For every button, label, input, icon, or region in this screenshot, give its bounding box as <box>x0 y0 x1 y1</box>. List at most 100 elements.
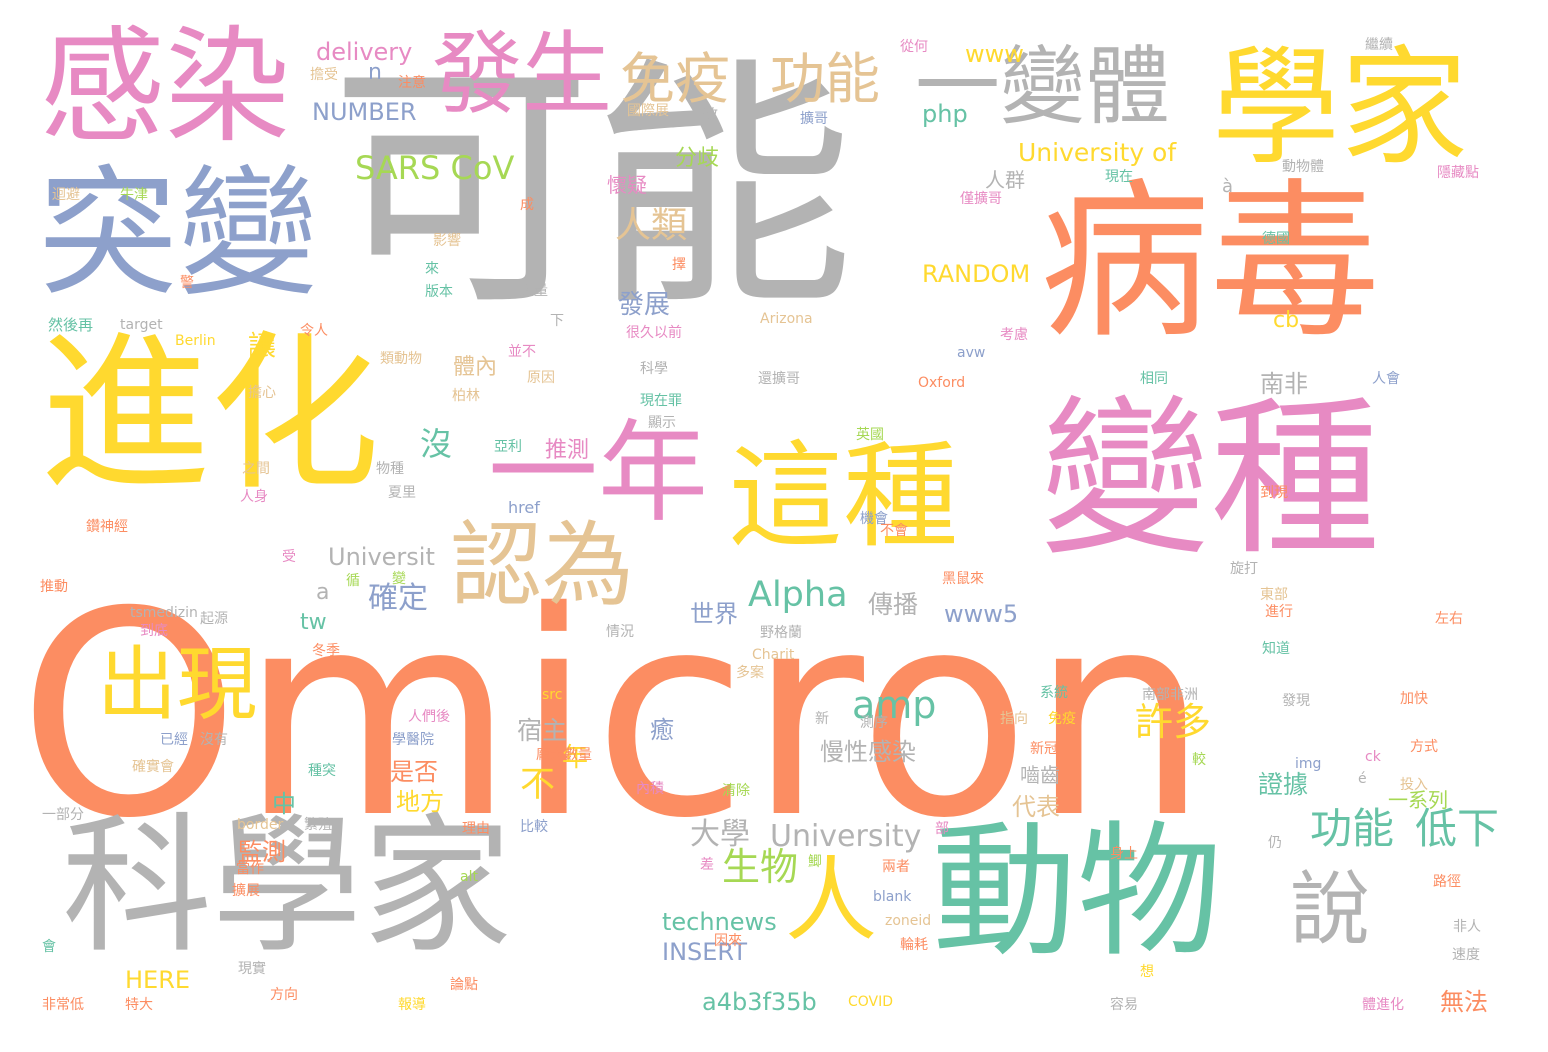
cloud-word: zoneid <box>885 913 932 929</box>
cloud-word: 發生 <box>432 22 612 127</box>
cloud-word: 英國 <box>856 427 884 443</box>
cloud-word: 系統 <box>1040 685 1068 701</box>
cloud-word: 特大 <box>125 997 153 1013</box>
cloud-word: 類動物 <box>380 351 422 367</box>
cloud-word: 出現 <box>97 638 257 731</box>
cloud-word: 一部分 <box>42 807 84 823</box>
cloud-word: 功能 <box>770 47 881 111</box>
cloud-word: 隱藏點 <box>1437 165 1479 181</box>
cloud-word: ck <box>1365 749 1381 765</box>
cloud-word: 南部非洲 <box>1142 687 1198 703</box>
cloud-word: Oxford <box>918 375 966 391</box>
cloud-word: 仍 <box>1268 835 1282 851</box>
cloud-word: 監測 <box>238 838 286 866</box>
cloud-word: 一系列 <box>1388 788 1448 812</box>
cloud-word: 癒 <box>650 716 674 744</box>
cloud-word: 循 <box>346 573 360 589</box>
cloud-word: 免疫 <box>1048 711 1076 727</box>
cloud-word: Charit <box>752 647 795 663</box>
cloud-word: 新 <box>815 711 829 727</box>
cloud-word: 地方 <box>396 788 444 816</box>
cloud-word: 代表 <box>1012 793 1060 821</box>
cloud-word: 科學 <box>640 361 668 377</box>
cloud-word: SARS CoV <box>355 149 515 187</box>
cloud-word: 國際展 <box>627 103 669 119</box>
cloud-word: 現在罪 <box>640 393 682 409</box>
cloud-word: 學醫院 <box>392 732 434 748</box>
cloud-word: 慢性感染 <box>820 738 916 766</box>
cloud-word: à <box>1222 176 1234 197</box>
cloud-word: 之間 <box>242 461 270 477</box>
cloud-word: 影響 <box>433 233 461 249</box>
cloud-word: 推測 <box>545 438 590 463</box>
cloud-word: 突變 <box>38 153 319 316</box>
cloud-word: 起源 <box>200 611 228 627</box>
cloud-word: 擔心 <box>248 385 276 401</box>
cloud-word: 變 <box>392 571 406 587</box>
cloud-word: 不會 <box>880 523 908 539</box>
cloud-word: Alpha <box>748 575 848 615</box>
cloud-word: 大學 <box>690 817 750 852</box>
cloud-word: 種突 <box>308 763 336 779</box>
cloud-word: 輪耗 <box>900 937 928 953</box>
cloud-word: 顯示 <box>648 415 676 431</box>
cloud-word: 發現 <box>1282 693 1310 709</box>
cloud-word: 容易 <box>1110 997 1138 1013</box>
cloud-word: 擴哥 <box>800 111 828 127</box>
cloud-word: 牛津 <box>120 187 148 203</box>
cloud-word: www5 <box>944 600 1019 628</box>
cloud-word: 還擴哥 <box>758 371 800 387</box>
cloud-word: 警 <box>180 275 194 291</box>
cloud-word: 動物 <box>932 808 1222 977</box>
cloud-word: 投入 <box>1400 777 1428 793</box>
cloud-word: 報導 <box>398 997 426 1013</box>
cloud-word: 差 <box>700 857 714 873</box>
cloud-word: 龐大數量 <box>536 747 592 763</box>
cloud-word: 迴避 <box>52 187 80 203</box>
cloud-word: 從何 <box>900 39 928 55</box>
cloud-word: 人群 <box>985 168 1025 192</box>
cloud-word: 不 <box>520 765 556 805</box>
cloud-word: 很久以前 <box>626 325 682 341</box>
cloud-word: 進行 <box>1265 604 1293 620</box>
cloud-word: 相同 <box>1140 371 1168 387</box>
cloud-word: php <box>922 100 968 128</box>
cloud-word: 德國 <box>1262 231 1290 247</box>
cloud-word: 內積 <box>636 781 664 797</box>
cloud-word: 旋打 <box>1230 561 1258 577</box>
cloud-word: technews <box>662 908 777 936</box>
cloud-word: 會 <box>42 939 56 955</box>
cloud-word: 一變體 <box>915 38 1171 137</box>
cloud-word: 現實 <box>238 961 266 977</box>
cloud-word: INSERT <box>662 938 748 966</box>
cloud-word: 亞利 <box>494 439 522 455</box>
cloud-word: n <box>368 60 382 85</box>
cloud-word: 證據 <box>1258 770 1309 799</box>
cloud-word: 體進化 <box>1362 997 1404 1013</box>
cloud-word: 人們後 <box>408 709 450 725</box>
cloud-word: COVID <box>848 994 894 1010</box>
cloud-word: border <box>237 817 284 833</box>
cloud-word: 沒 <box>420 425 453 463</box>
cloud-word: 這種 <box>728 430 959 564</box>
cloud-word: 測序 <box>860 715 888 731</box>
cloud-word: 體內 <box>453 355 498 380</box>
cloud-word: 比較 <box>520 819 548 835</box>
cloud-word: 世界 <box>690 600 738 628</box>
cloud-word: 版本 <box>425 284 453 300</box>
cloud-word: 說 <box>1290 863 1370 956</box>
cloud-word: 機會 <box>860 511 888 527</box>
cloud-word: 身上 <box>1110 846 1138 862</box>
cloud-word: 分歧 <box>675 146 720 171</box>
cloud-word: avw <box>957 345 986 361</box>
cloud-word: blank <box>873 889 912 905</box>
cloud-word: 夏里 <box>388 485 416 501</box>
cloud-word: 到底 <box>140 623 168 639</box>
cloud-word: 論點 <box>450 977 478 993</box>
cloud-word: 擔受 <box>310 67 338 83</box>
cloud-word: 生物 <box>722 845 799 889</box>
cloud-word: 新冠 <box>1030 741 1058 757</box>
cloud-word: 左右 <box>1435 611 1463 627</box>
cloud-word: 當作 <box>236 861 264 877</box>
cloud-word: 鯽 <box>808 854 822 870</box>
